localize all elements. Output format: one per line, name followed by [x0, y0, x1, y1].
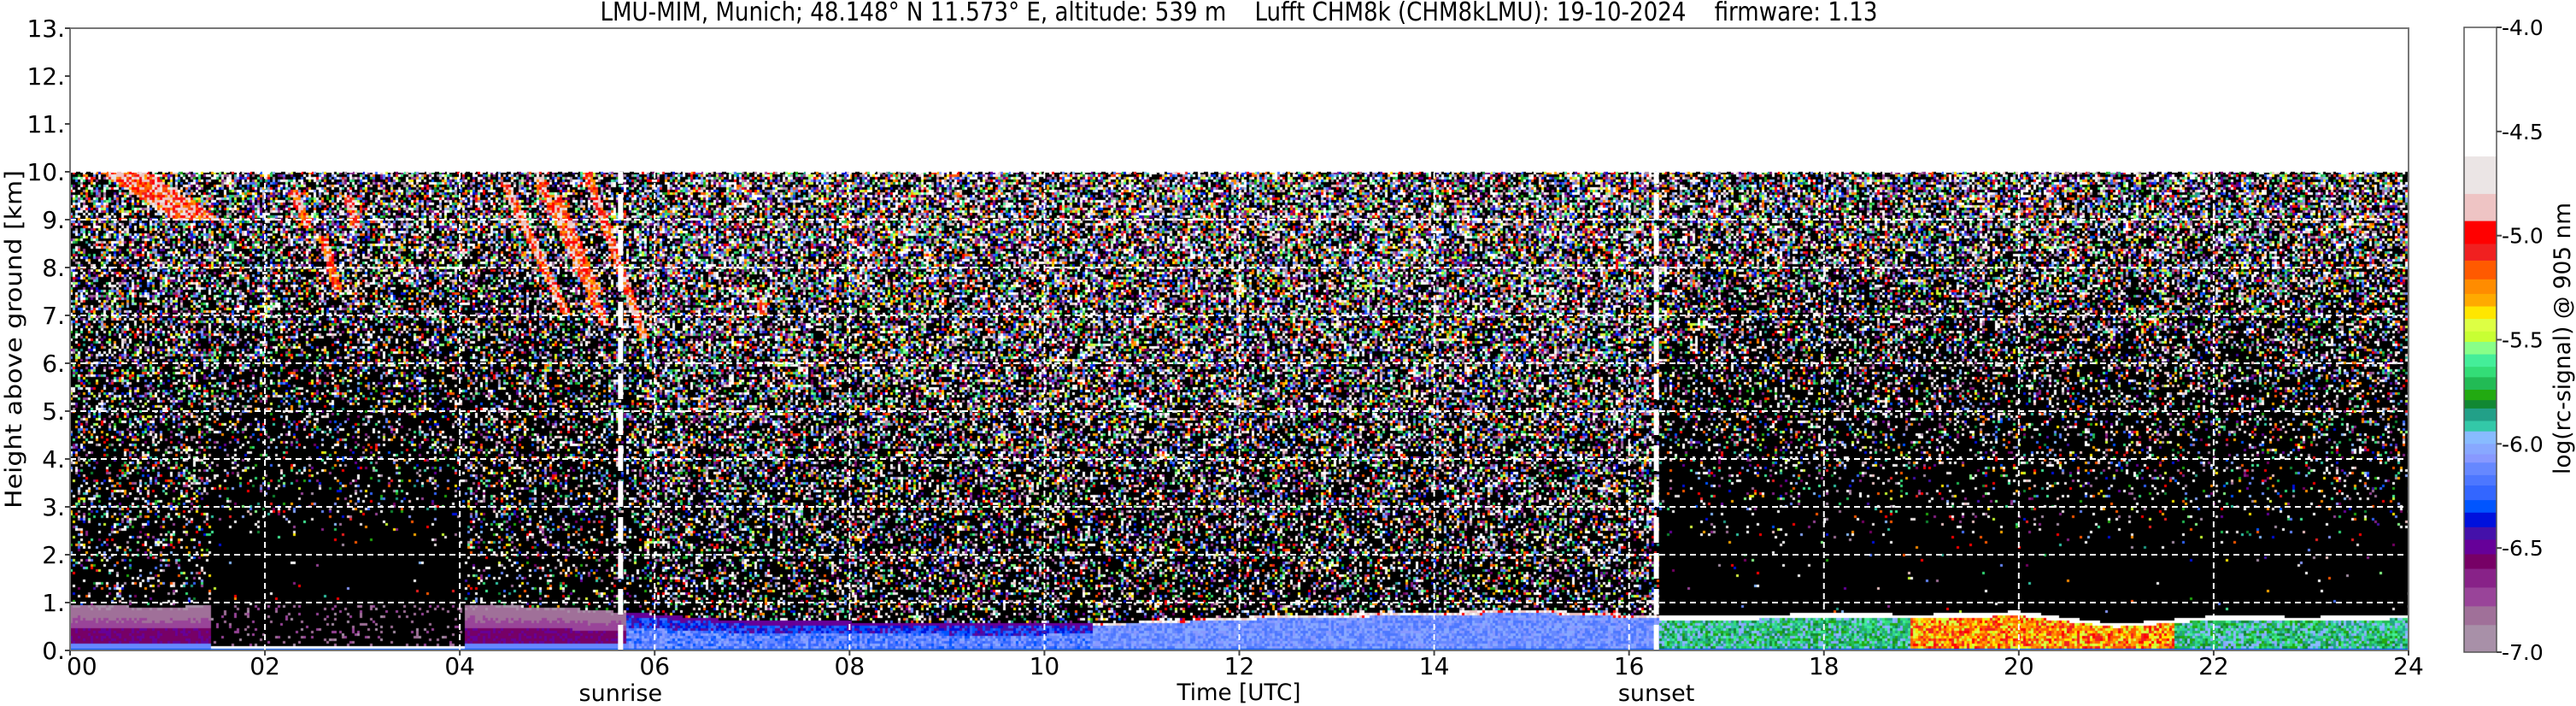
colorbar-swatch: [2464, 454, 2497, 463]
x-tick-label: 14: [1419, 652, 1450, 680]
colorbar-swatch: [2464, 341, 2497, 356]
x-tick-label: 22: [2198, 652, 2229, 680]
x-tick-label: 06: [639, 652, 670, 680]
y-axis-label: Height above ground [km]: [1, 170, 27, 509]
colorbar-tick-label: -4.0: [2502, 15, 2544, 40]
colorbar-swatch: [2464, 319, 2497, 332]
colorbar-swatch: [2464, 474, 2497, 486]
colorbar-swatch: [2464, 527, 2497, 540]
colorbar-swatch: [2464, 539, 2497, 555]
x-tick-label: 18: [1809, 652, 1840, 680]
y-tick-label: 11.: [26, 110, 65, 138]
colorbar-swatch: [2464, 306, 2497, 320]
colorbar-swatch: [2464, 500, 2497, 514]
x-tick-label: 02: [249, 652, 280, 680]
colorbar-swatch: [2464, 331, 2497, 343]
colorbar-swatch: [2464, 587, 2497, 607]
colorbar-swatch: [2464, 485, 2497, 501]
colorbar-swatch: [2464, 431, 2497, 444]
x-tick-label: 00: [67, 652, 97, 680]
y-tick-label: 7.: [42, 302, 65, 330]
x-tick-label: 24: [2393, 652, 2424, 680]
colorbar-label: log(rc-signal) @ 905 nm: [2550, 203, 2576, 474]
x-tick-label: 12: [1224, 652, 1255, 680]
y-tick-label: 1.: [42, 589, 65, 617]
colorbar-swatch: [2464, 568, 2497, 588]
y-tick-label: 12.: [26, 62, 65, 91]
colorbar-swatch: [2464, 625, 2497, 653]
colorbar-swatch: [2464, 193, 2497, 222]
y-tick-label: 4.: [42, 445, 65, 474]
colorbar-tick-label: -5.5: [2502, 328, 2544, 353]
x-tick-label: 10: [1030, 652, 1060, 680]
y-tick-label: 5.: [42, 397, 65, 426]
colorbar-swatch: [2464, 512, 2497, 528]
colorbar-tick-label: -5.0: [2502, 224, 2544, 249]
sun-markers: sunrise sunset: [579, 172, 1695, 706]
colorbar-swatch: [2464, 293, 2497, 308]
colorbar-tick-label: -6.5: [2502, 536, 2544, 561]
x-tick-label: 20: [2004, 652, 2034, 680]
y-tick-label: 9.: [42, 206, 65, 234]
y-tick-label: 0.: [42, 637, 65, 665]
colorbar-swatch: [2464, 606, 2497, 626]
sunrise-label: sunrise: [579, 680, 663, 706]
y-tick-label: 10.: [26, 158, 65, 186]
grid-lines: [70, 171, 2409, 650]
colorbar-swatch: [2464, 462, 2497, 476]
colorbar: -4.0 -4.5 -5.0 -5.5 -6.0 -6.5 -7.0: [2463, 15, 2544, 665]
colorbar-swatch: [2464, 354, 2497, 368]
sunset-label: sunset: [1618, 680, 1695, 706]
colorbar-swatch: [2464, 444, 2497, 456]
colorbar-swatch: [2464, 377, 2497, 391]
x-tick-label: 16: [1614, 652, 1645, 680]
x-tick-label: 08: [835, 652, 866, 680]
y-tick-label: 8.: [42, 254, 65, 282]
colorbar-swatch: [2464, 400, 2497, 409]
colorbar-tick-label: -4.5: [2502, 120, 2544, 144]
colorbar-tick-label: -7.0: [2502, 640, 2544, 665]
x-axis-ticks: 00 02 04 06 08 10 12 14 16 18 20 22 24: [67, 650, 2424, 680]
colorbar-swatch: [2464, 156, 2497, 195]
colorbar-swatch: [2464, 279, 2497, 295]
y-axis-ticks: 0. 1. 2. 3. 4. 5. 6. 7. 8. 9. 10. 11. 12. 13.: [26, 15, 70, 665]
x-tick-label: 04: [444, 652, 475, 680]
x-axis-label: Time [UTC]: [1177, 680, 1301, 706]
y-tick-label: 6.: [42, 350, 65, 378]
colorbar-swatch: [2464, 244, 2497, 262]
colorbar-swatch: [2464, 389, 2497, 401]
colorbar-swatch: [2464, 221, 2497, 244]
colorbar-swatch: [2464, 554, 2497, 570]
y-tick-label: 13.: [26, 15, 65, 43]
colorbar-swatch: [2464, 260, 2497, 280]
chart-title: LMU-MIM, Munich; 48.148° N 11.573° E, al…: [601, 0, 1878, 27]
colorbar-swatch: [2464, 27, 2497, 157]
colorbar-swatch: [2464, 421, 2497, 432]
y-tick-label: 2.: [42, 541, 65, 569]
colorbar-tick-label: -6.0: [2502, 432, 2544, 456]
colorbar-swatch: [2464, 367, 2497, 378]
colorbar-swatch: [2464, 408, 2497, 422]
y-tick-label: 3.: [42, 493, 65, 521]
